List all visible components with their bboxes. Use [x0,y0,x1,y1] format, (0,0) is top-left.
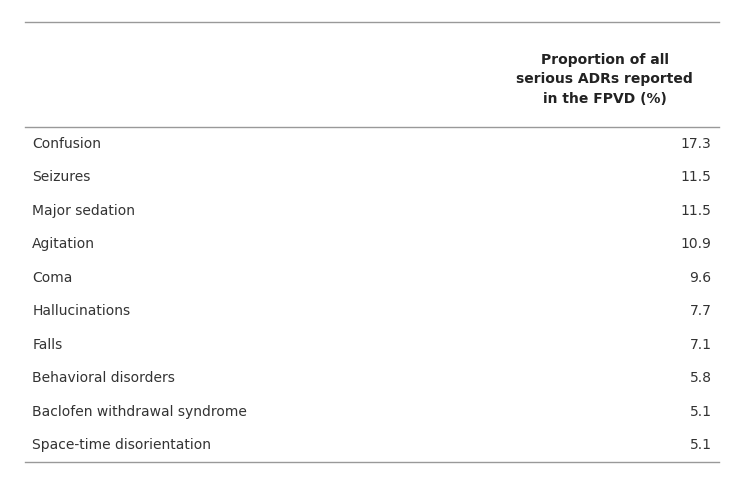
Text: 7.1: 7.1 [690,338,712,352]
Text: 10.9: 10.9 [681,237,712,251]
Text: 17.3: 17.3 [681,137,712,151]
Text: 5.8: 5.8 [690,371,712,385]
Text: Confusion: Confusion [32,137,101,151]
Text: Falls: Falls [32,338,62,352]
Text: Space-time disorientation: Space-time disorientation [32,439,211,453]
Text: 9.6: 9.6 [690,271,712,285]
Text: 5.1: 5.1 [690,405,712,419]
Text: 11.5: 11.5 [681,170,712,184]
Text: Proportion of all
serious ADRs reported
in the FPVD (%): Proportion of all serious ADRs reported … [516,53,693,106]
Text: 7.7: 7.7 [690,304,712,318]
Text: Agitation: Agitation [32,237,95,251]
Text: Coma: Coma [32,271,73,285]
Text: Major sedation: Major sedation [32,204,135,218]
Text: Hallucinations: Hallucinations [32,304,130,318]
Text: Baclofen withdrawal syndrome: Baclofen withdrawal syndrome [32,405,247,419]
Text: 5.1: 5.1 [690,439,712,453]
Text: Seizures: Seizures [32,170,91,184]
Text: Behavioral disorders: Behavioral disorders [32,371,175,385]
Text: 11.5: 11.5 [681,204,712,218]
